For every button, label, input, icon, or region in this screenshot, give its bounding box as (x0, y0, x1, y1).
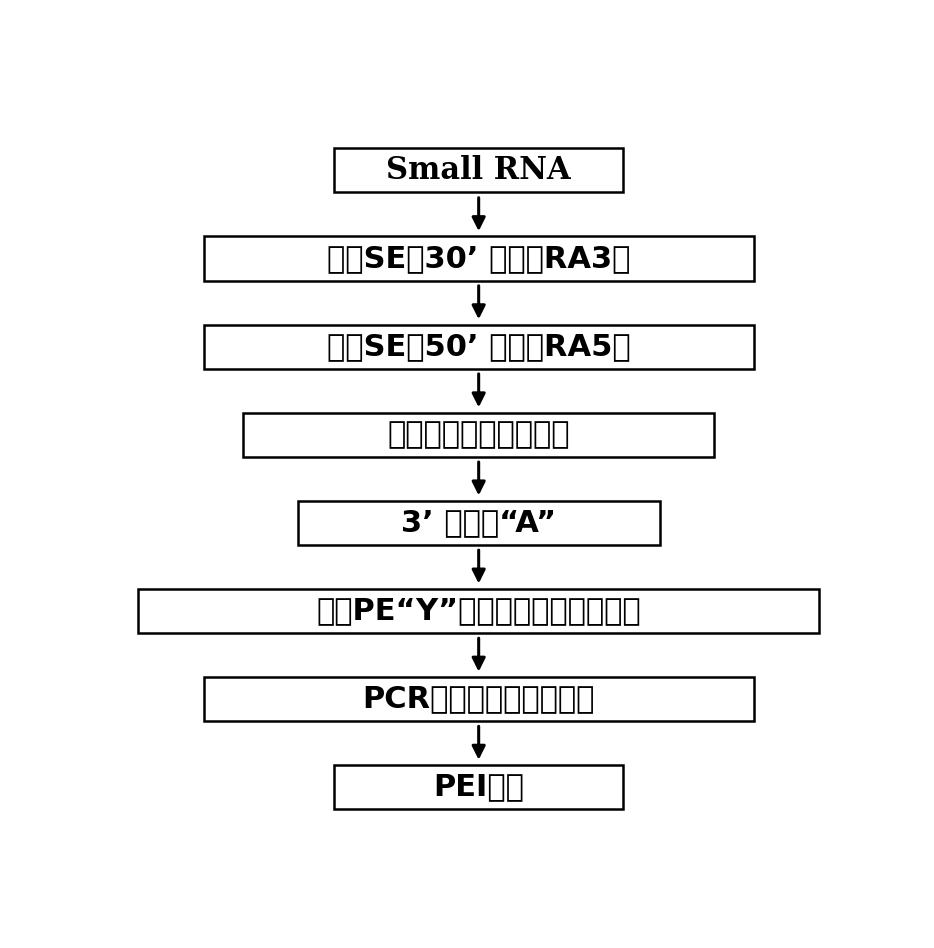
Text: 连接PE“Y”型接头及产物纯化回收: 连接PE“Y”型接头及产物纯化回收 (317, 596, 641, 626)
FancyBboxPatch shape (204, 236, 754, 281)
Text: 反转录及产物纯化回收: 反转录及产物纯化回收 (388, 420, 570, 449)
FancyBboxPatch shape (138, 589, 819, 633)
Text: Small RNA: Small RNA (387, 155, 571, 186)
Text: PEI文库: PEI文库 (433, 773, 524, 802)
FancyBboxPatch shape (204, 324, 754, 369)
FancyBboxPatch shape (298, 501, 659, 545)
FancyBboxPatch shape (244, 412, 714, 457)
Text: PCR扩增及产物纯化回收: PCR扩增及产物纯化回收 (362, 684, 595, 714)
FancyBboxPatch shape (334, 149, 624, 192)
FancyBboxPatch shape (334, 765, 624, 809)
FancyBboxPatch shape (204, 677, 754, 721)
Text: 连接SE的50’ 接头（RA5）: 连接SE的50’ 接头（RA5） (327, 332, 630, 361)
Text: 3’ 末端加“A”: 3’ 末端加“A” (401, 508, 557, 538)
Text: 连接SE的30’ 接头（RA3）: 连接SE的30’ 接头（RA3） (327, 244, 630, 273)
